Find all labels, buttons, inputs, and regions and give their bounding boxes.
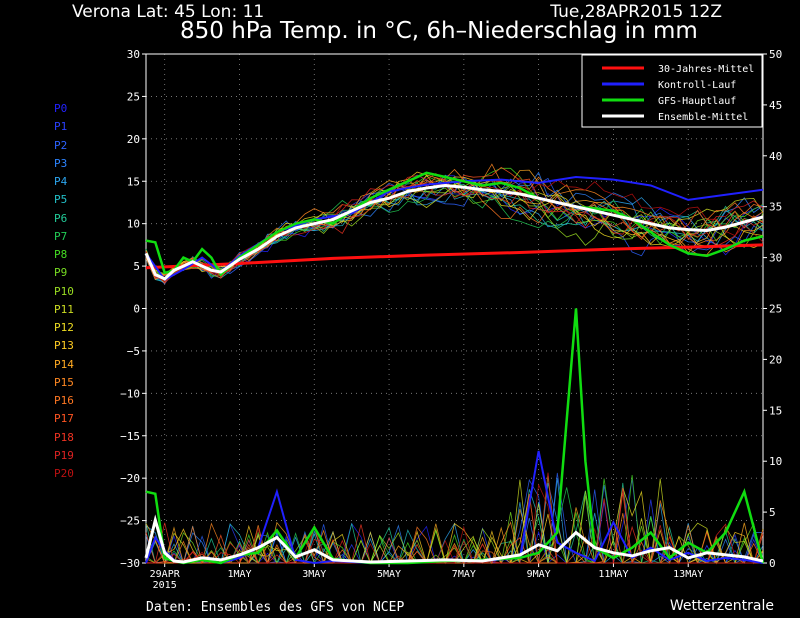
member-precip-line-p11: [146, 478, 763, 565]
y-left-tick-label: 15: [127, 175, 140, 188]
member-temp-line-p16: [145, 177, 764, 278]
temp-line-gfs-hauptlauf: [145, 171, 764, 277]
member-precip-line-p13: [146, 513, 764, 565]
y-right-tick-label: 5: [769, 506, 776, 519]
y-right-tick-label: 40: [769, 150, 782, 163]
member-label-p1: P1: [54, 120, 68, 134]
legend-entry-label: Kontroll-Lauf: [658, 80, 736, 91]
brand-label: Wetterzentrale: [669, 598, 774, 614]
chart-title: 850 hPa Temp. in °C, 6h–Niederschlag in …: [180, 18, 698, 44]
y-left-tick-label: 5: [133, 260, 140, 273]
member-label-p11: P11: [54, 302, 74, 316]
location-label: Verona Lat: 45 Lon: 11: [72, 2, 265, 22]
member-label-p18: P18: [54, 430, 74, 444]
y-right-tick-label: 25: [769, 303, 782, 316]
temp-line-kontroll-lauf: [145, 175, 764, 282]
y-right-tick-label: 15: [769, 404, 782, 417]
y-right-tick-label: 45: [769, 99, 782, 112]
y-right-tick-label: 10: [769, 455, 782, 468]
member-label-p8: P8: [54, 248, 68, 261]
y-left-tick-label: −5: [127, 345, 140, 358]
member-label-p5: P5: [54, 193, 68, 207]
member-label-p15: P15: [54, 375, 74, 389]
y-left-tick-label: −25: [120, 515, 140, 528]
legend-entry-label: 30-Jahres-Mittel: [658, 64, 754, 75]
y-left-tick-label: 30: [127, 48, 140, 61]
member-label-p19: P19: [54, 448, 74, 462]
y-left-tick-label: −15: [120, 430, 140, 443]
member-label-p4: P4: [54, 175, 68, 188]
data-source-note: Daten: Ensembles des GFS von NCEP: [146, 600, 405, 615]
y-right-tick-label: 30: [769, 252, 782, 265]
x-tick-label: 9MAY: [527, 569, 551, 580]
y-left-tick-label: 25: [127, 90, 140, 103]
x-tick-label: 7MAY: [452, 569, 476, 580]
y-right-tick-label: 20: [769, 353, 782, 366]
member-label-p3: P3: [54, 156, 68, 170]
member-label-p14: P14: [54, 357, 74, 371]
member-label-p9: P9: [54, 266, 68, 280]
y-right-tick-label: 50: [769, 48, 782, 61]
member-label-p7: P7: [54, 229, 68, 243]
member-label-p20: P20: [54, 467, 74, 480]
member-label-p17: P17: [54, 412, 74, 426]
member-precip-line-p20: [146, 483, 764, 565]
member-temp-line-p14: [145, 169, 764, 282]
run-timestamp: Tue,28APR2015 12Z: [550, 2, 722, 22]
member-label-p0: P0: [54, 102, 68, 115]
member-label-p2: P2: [54, 138, 68, 152]
member-label-p6: P6: [54, 211, 68, 225]
member-list: P0 P1 P2 P3 P4 P5 P6 P7 P8 P9 P10 P11 P12 P13 P14 P15 P1…: [54, 100, 114, 483]
temp-line-ensemble-mittel: [144, 183, 764, 281]
y-right-tick-label: 0: [769, 557, 776, 570]
plot-frame: [145, 53, 764, 564]
legend-entry-label: Ensemble-Mittel: [658, 112, 748, 123]
y-right-tick-label: 35: [769, 201, 782, 214]
y-left-tick-label: −10: [120, 387, 140, 400]
member-precip-line-p4: [145, 478, 764, 565]
member-label-p13: P13: [54, 339, 74, 353]
member-precip-line-p9: [146, 475, 764, 564]
member-precip-line-p17: [145, 492, 764, 564]
precip-line-ensemble-mittel: [144, 514, 764, 564]
y-left-tick-label: 20: [127, 133, 140, 146]
member-precip-line-p0: [146, 479, 763, 564]
x-tick-label: 13MAY: [673, 569, 703, 580]
x-tick-label: 11MAY: [598, 569, 628, 580]
y-left-tick-label: −30: [120, 557, 140, 570]
x-tick-label: 3MAY: [302, 569, 326, 580]
x-tick-label: 5MAY: [377, 569, 401, 580]
y-left-tick-label: 0: [133, 303, 140, 316]
legend-entry-label: GFS-Hauptlauf: [658, 96, 736, 107]
member-label-p10: P10: [54, 284, 74, 298]
member-label-p16: P16: [54, 394, 74, 407]
temp-line--jahres-mittel: [145, 243, 764, 270]
member-label-p12: P12: [54, 321, 74, 334]
member-temp-line-p20: [145, 176, 764, 283]
y-left-tick-label: 10: [127, 218, 140, 231]
y-left-tick-label: −20: [120, 472, 140, 485]
x-tick-label: 1MAY: [227, 569, 251, 580]
x-tick-label: 29APR: [150, 569, 181, 580]
x-tick-label: 2015: [153, 580, 177, 591]
